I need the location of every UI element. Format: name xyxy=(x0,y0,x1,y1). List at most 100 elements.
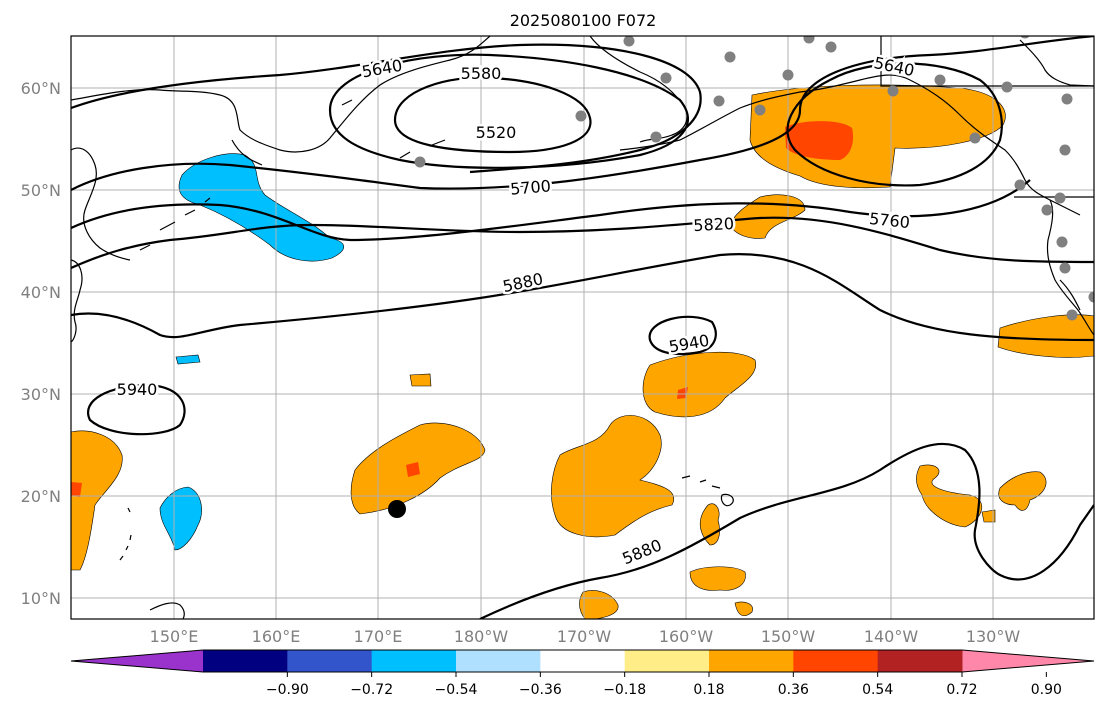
colorbar-extend-low xyxy=(71,650,203,672)
station-marker xyxy=(1054,192,1066,204)
station-marker xyxy=(754,104,766,116)
station-marker xyxy=(623,36,635,47)
lon-label: 180°W xyxy=(454,627,509,646)
lon-label: 150°E xyxy=(150,627,199,646)
station-marker xyxy=(887,85,899,97)
contour-5940-west xyxy=(87,383,186,436)
colorbar-segment xyxy=(203,650,288,672)
lat-label: 10°N xyxy=(21,589,61,608)
station-marker xyxy=(1001,81,1013,93)
negative-anomaly-region xyxy=(178,153,345,262)
contour-5640-east xyxy=(786,62,1003,187)
strong-positive-anomaly-region xyxy=(406,462,420,477)
lon-label: 130°W xyxy=(966,627,1021,646)
station-marker xyxy=(1059,262,1071,274)
lon-label: 150°W xyxy=(761,627,816,646)
colorbar-tick-label: −0.18 xyxy=(603,682,646,698)
storm-center-marker xyxy=(388,500,406,518)
positive-anomaly-region xyxy=(551,415,675,538)
positive-anomaly-region xyxy=(981,509,996,523)
colorbar-segment xyxy=(540,650,626,672)
lon-label: 170°W xyxy=(557,627,612,646)
lat-label: 40°N xyxy=(21,283,61,302)
contour-5880-north xyxy=(71,253,1094,342)
coastlines xyxy=(71,36,1094,619)
contour-5880-south xyxy=(479,442,1094,619)
lat-label: 50°N xyxy=(21,181,61,200)
station-marker xyxy=(1041,204,1053,216)
colorbar-segment xyxy=(793,650,879,672)
negative-anomaly-region xyxy=(159,486,202,551)
colorbar-tick-label: 0.90 xyxy=(1031,682,1062,698)
station-marker xyxy=(825,41,837,53)
colorbar-tick-label: 0.54 xyxy=(862,682,893,698)
longitude-labels: 150°E 160°E 170°E 180°W 170°W 160°W 150°… xyxy=(150,627,1021,646)
colorbar-segment xyxy=(371,650,457,672)
anomaly-fills xyxy=(71,84,1094,619)
contour-label: 5700 xyxy=(509,176,551,198)
colorbar-segment xyxy=(877,650,963,672)
strong-positive-anomaly-region xyxy=(677,387,688,399)
colorbar-tick-label: −0.54 xyxy=(435,682,478,698)
lon-label: 140°W xyxy=(864,627,919,646)
station-marker xyxy=(1066,309,1078,321)
colorbar-segment xyxy=(709,650,794,672)
colorbar-tick-label: 0.18 xyxy=(693,682,724,698)
colorbar-segment xyxy=(624,650,710,672)
lon-label: 160°E xyxy=(252,627,301,646)
figure-title: 2025080100 F072 xyxy=(510,11,657,30)
contour-5820 xyxy=(71,216,1094,270)
colorbar-tick-label: −0.90 xyxy=(266,682,309,698)
station-marker xyxy=(969,132,981,144)
colorbar-segment xyxy=(456,650,541,672)
station-markers xyxy=(414,36,1094,321)
colorbar-segment xyxy=(287,650,373,672)
contour-label: 5520 xyxy=(476,123,517,142)
strong-positive-anomaly-region xyxy=(785,121,854,160)
station-marker xyxy=(724,51,736,63)
map-frame xyxy=(70,35,1095,620)
contour-5760 xyxy=(71,179,1031,242)
colorbar-outline xyxy=(70,649,1095,673)
station-marker xyxy=(1020,36,1030,39)
station-marker xyxy=(1014,179,1026,191)
station-marker xyxy=(803,36,815,44)
station-marker xyxy=(1056,236,1068,248)
contour-label: 5580 xyxy=(461,64,502,83)
colorbar-tick-label: 0.36 xyxy=(778,682,809,698)
map-area: 5520 5580 5640 5640 5700 5760 5820 5880 … xyxy=(71,36,1094,619)
positive-anomaly-region xyxy=(409,373,432,387)
station-marker xyxy=(713,95,725,107)
contour-5700 xyxy=(71,36,1094,191)
colorbar-tick-label: −0.72 xyxy=(350,682,393,698)
contour-5520 xyxy=(393,76,592,154)
positive-anomaly-region xyxy=(998,471,1047,511)
contour-5940-east xyxy=(648,315,717,356)
station-marker xyxy=(575,110,587,122)
contour-5580 xyxy=(328,53,689,169)
positive-anomaly-region xyxy=(997,314,1094,358)
positive-anomaly-region xyxy=(734,601,753,617)
station-marker xyxy=(934,74,946,86)
station-marker xyxy=(414,156,426,168)
station-marker xyxy=(782,69,794,81)
station-marker xyxy=(1059,144,1071,156)
station-marker xyxy=(1061,93,1073,105)
station-marker xyxy=(660,72,672,84)
latitude-labels: 60°N 50°N 40°N 30°N 20°N 10°N xyxy=(21,79,61,608)
colorbar: −0.90 −0.72 −0.54 −0.36 −0.18 0.18 0.36 0.54 0.7… xyxy=(70,649,1095,698)
positive-anomaly-region xyxy=(699,503,720,546)
colorbar-tick-label: −0.36 xyxy=(519,682,562,698)
strong-positive-anomaly-region xyxy=(71,482,82,497)
contour-label: 5820 xyxy=(693,214,735,235)
positive-anomaly-region xyxy=(689,566,746,591)
contour-5640-west xyxy=(71,43,702,174)
station-marker xyxy=(650,131,662,143)
height-contours xyxy=(71,36,1094,619)
colorbar-extend-high xyxy=(962,650,1094,672)
station-marker xyxy=(1088,291,1094,303)
lat-label: 30°N xyxy=(21,385,61,404)
negative-anomaly-region xyxy=(175,354,201,365)
positive-anomaly-region xyxy=(642,351,757,418)
lat-label: 20°N xyxy=(21,487,61,506)
